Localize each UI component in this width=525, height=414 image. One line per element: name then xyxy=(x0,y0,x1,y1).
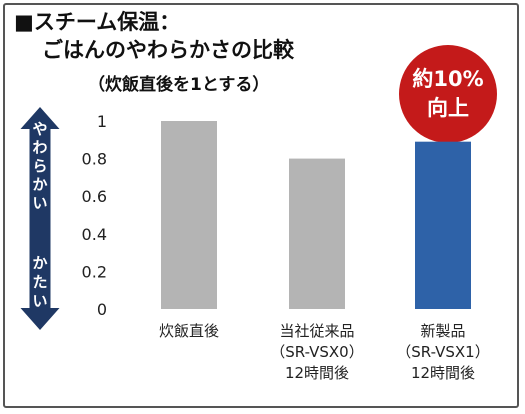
x-tick-label: 当社従来品（SR-VSX0） 12時間後 xyxy=(270,322,363,382)
bar-3 xyxy=(415,141,471,309)
badge-percent: 約10% xyxy=(412,67,484,91)
improvement-badge: 約10% 向上 xyxy=(399,45,497,143)
y-tick-label: 0.8 xyxy=(82,150,107,169)
y-tick-label: 1 xyxy=(97,112,107,131)
bar-2 xyxy=(289,158,345,309)
y-tick-label: 0 xyxy=(97,300,107,319)
double-arrow-icon xyxy=(20,107,60,330)
badge-label: 向上 xyxy=(427,96,469,120)
title-line-2: ごはんのやわらかさの比較 xyxy=(42,38,294,62)
y-tick-label: 0.2 xyxy=(82,262,107,281)
x-tick-label: 新製品（SR-VSX1） 12時間後 xyxy=(396,322,489,382)
softness-arrow: やわらかい かたい xyxy=(20,107,60,330)
title-line-1: ■スチーム保温： xyxy=(14,10,181,34)
y-tick-label: 0.6 xyxy=(82,187,107,206)
chart-title: ■スチーム保温： ごはんのやわらかさの比較 xyxy=(14,8,294,64)
arrow-top-label: やわらかい xyxy=(32,120,47,212)
y-tick-label: 0.4 xyxy=(82,225,107,244)
bar-1 xyxy=(161,121,217,309)
chart-subtitle: （炊飯直後を1とする） xyxy=(88,75,270,95)
x-tick-label: 炊飯直後 xyxy=(159,322,219,340)
arrow-bottom-label: かたい xyxy=(32,254,47,310)
